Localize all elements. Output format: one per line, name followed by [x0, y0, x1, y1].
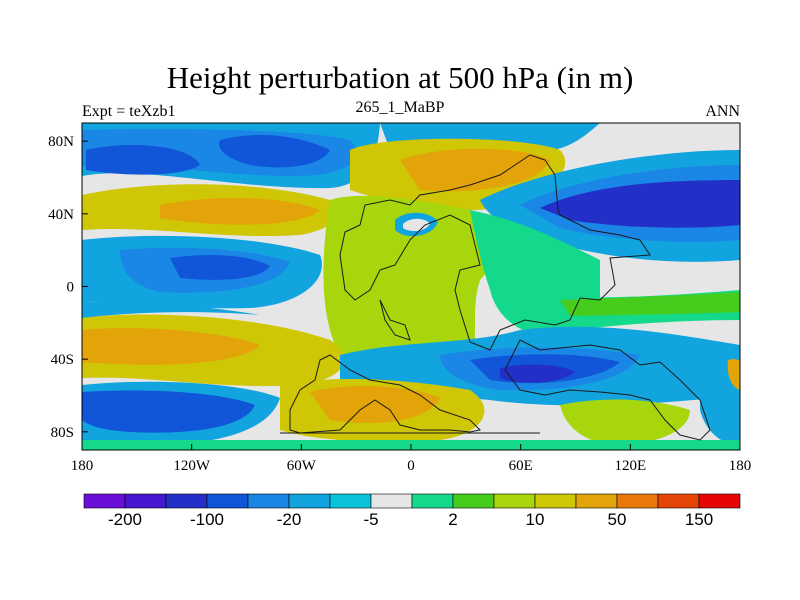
- colorbar-label: 2: [448, 510, 457, 529]
- x-tick-label: 60W: [287, 458, 317, 474]
- x-tick-label: 180: [71, 458, 94, 474]
- contour-region: [310, 386, 440, 424]
- colorbar-swatch: [493, 493, 536, 509]
- y-tick-label: 0: [67, 280, 75, 296]
- x-tick-label: 60E: [509, 458, 533, 474]
- colorbar: -200 -100 -20 -5 2 10 50 150: [83, 493, 741, 529]
- y-tick-label: 80N: [48, 134, 74, 150]
- colorbar-swatch: [575, 493, 618, 509]
- y-tick-label: 40S: [51, 352, 74, 368]
- contour-region: [82, 328, 260, 365]
- y-tick-label: 80S: [51, 425, 74, 441]
- y-tick-label: 40N: [48, 207, 74, 223]
- contour-region: [600, 123, 740, 133]
- contour-region: [400, 148, 550, 192]
- colorbar-label: 50: [608, 510, 627, 529]
- contour-region: [82, 390, 255, 433]
- contour-region: [540, 180, 740, 228]
- contour-region: [219, 135, 330, 168]
- colorbar-swatch: [616, 493, 659, 509]
- colorbar-swatch: [411, 493, 454, 509]
- contour-region: [403, 218, 430, 232]
- axis-ticks: 180 120W 60W 0 60E 120E 180 80N 40N 0 40S 80S: [48, 134, 751, 474]
- contour-fields: [82, 123, 740, 450]
- colorbar-label: -20: [277, 510, 302, 529]
- contour-region: [500, 364, 575, 383]
- colorbar-swatch: [534, 493, 577, 509]
- colorbar-label: 150: [685, 510, 713, 529]
- experiment-label: Expt = teXzb1: [82, 103, 176, 120]
- x-tick-label: 120E: [614, 458, 646, 474]
- contour-region: [560, 292, 740, 316]
- contour-region: [560, 399, 690, 445]
- contour-region: [86, 145, 200, 175]
- contour-region: [700, 391, 740, 445]
- season-label: ANN: [705, 103, 740, 120]
- x-tick-label: 120W: [173, 458, 211, 474]
- colorbar-swatch: [247, 493, 290, 509]
- colorbar-swatch: [165, 493, 208, 509]
- x-tick-label: 0: [407, 458, 415, 474]
- contour-region: [727, 359, 740, 390]
- contour-region: [323, 195, 494, 368]
- colorbar-swatch: [329, 493, 372, 509]
- case-label: 265_1_MaBP: [355, 99, 445, 116]
- colorbar-swatch: [124, 493, 167, 509]
- colorbar-swatch: [657, 493, 700, 509]
- chart-title: Height perturbation at 500 hPa (in m): [166, 60, 634, 95]
- contour-region: [82, 301, 260, 318]
- colorbar-swatch: [698, 493, 741, 509]
- colorbar-swatch: [206, 493, 249, 509]
- coastline: [379, 299, 411, 341]
- contour-region: [160, 198, 320, 225]
- colorbar-label: -100: [190, 510, 224, 529]
- colorbar-swatch: [288, 493, 331, 509]
- colorbar-label: -200: [108, 510, 142, 529]
- colorbar-swatch: [83, 493, 126, 509]
- contour-region: [170, 254, 270, 280]
- contour-region: [470, 210, 600, 302]
- coastline: [339, 154, 651, 351]
- coastline: [504, 339, 711, 441]
- colorbar-swatch: [452, 493, 495, 509]
- colorbar-label: -5: [363, 510, 378, 529]
- colorbar-label: 10: [526, 510, 545, 529]
- coastline: [289, 354, 482, 434]
- x-tick-label: 180: [729, 458, 752, 474]
- colorbar-swatch: [370, 493, 413, 509]
